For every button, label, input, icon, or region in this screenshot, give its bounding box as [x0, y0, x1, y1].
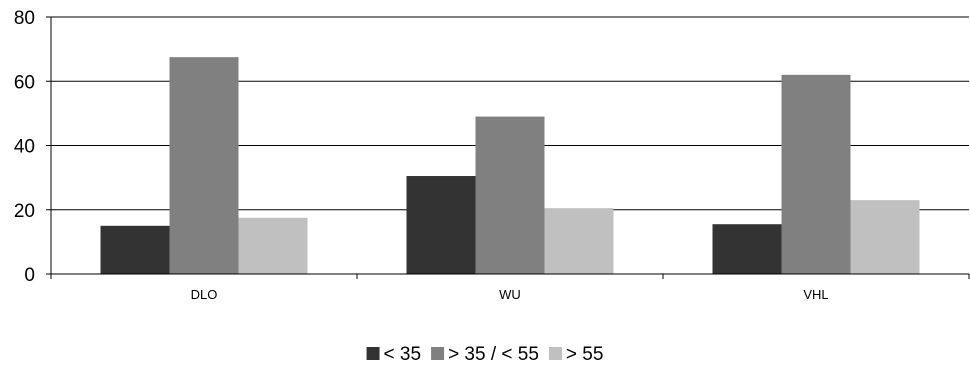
legend-label: < 35: [384, 344, 422, 365]
x-category-label: VHL: [803, 287, 828, 302]
legend: < 35 > 35 / < 55 > 55: [366, 344, 604, 365]
y-tick-label: 60: [14, 72, 35, 93]
y-tick-label: 0: [24, 265, 35, 286]
bar: [850, 200, 920, 274]
x-category-label: WU: [499, 287, 521, 302]
y-tick-labels: 0 20 40 60 80: [14, 8, 35, 286]
bar: [712, 224, 782, 274]
bars: [100, 57, 920, 275]
bar: [406, 176, 476, 274]
bar: [544, 208, 614, 274]
legend-swatch: [366, 347, 380, 360]
y-tick-label: 20: [14, 201, 35, 222]
legend-swatch: [548, 347, 562, 360]
bar: [100, 225, 170, 274]
bar: [238, 217, 308, 274]
bar: [475, 116, 545, 275]
legend-label: > 55: [566, 344, 604, 365]
x-category-label: DLO: [191, 287, 218, 302]
bar: [169, 57, 239, 274]
legend-label: > 35 / < 55: [448, 344, 539, 365]
x-category-labels: DLO WU VHL: [191, 287, 829, 302]
bar: [781, 74, 851, 274]
axes: [46, 16, 970, 279]
legend-swatch: [431, 347, 445, 360]
y-tick-label: 40: [14, 137, 35, 158]
y-tick-label: 80: [14, 8, 35, 29]
